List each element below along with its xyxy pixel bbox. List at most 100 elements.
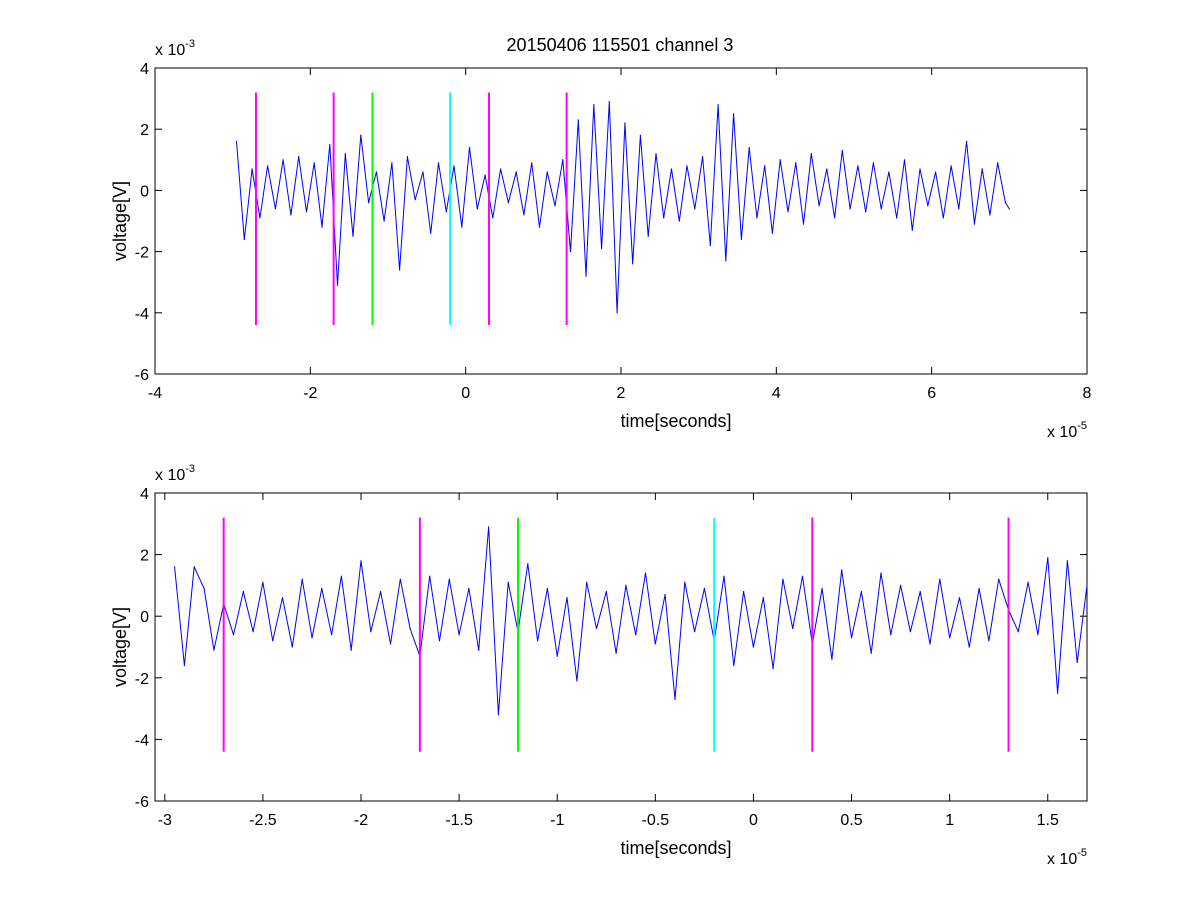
signal-point: [958, 208, 960, 210]
signal-point: [538, 226, 541, 228]
signal-point: [988, 640, 990, 642]
signal-point: [872, 162, 875, 164]
signal-point: [782, 578, 784, 580]
signal-point: [647, 235, 649, 237]
signal-point: [593, 104, 595, 106]
x-tick-label: 6: [927, 385, 936, 402]
signal-point: [488, 526, 490, 528]
signal-point: [370, 631, 372, 633]
signal-point: [546, 171, 548, 173]
signal-point: [792, 627, 794, 630]
signal-point: [919, 168, 921, 170]
signal-point: [476, 208, 478, 210]
signal-point: [336, 284, 339, 286]
signal-point: [531, 162, 533, 164]
signal-point: [939, 578, 941, 580]
x-tick-label: 4: [772, 385, 781, 402]
signal-point: [664, 594, 666, 596]
signal-point: [849, 208, 851, 210]
x-tick-label: -4: [148, 385, 162, 402]
signal-point: [752, 646, 755, 648]
signal-point: [329, 143, 331, 146]
figure-title: 20150406 115501 channel 3: [507, 35, 734, 55]
signal-point: [232, 634, 235, 636]
signal-point: [841, 150, 843, 152]
signal-point: [183, 664, 185, 667]
x-tick-label: 0: [461, 385, 470, 402]
signal-point: [500, 168, 502, 170]
x-multiplier-exponent: -5: [1077, 847, 1087, 859]
signal-point: [927, 205, 929, 207]
signal-point: [743, 591, 745, 593]
signal-point: [880, 572, 882, 574]
signal-point: [865, 211, 867, 213]
signal-point: [262, 581, 264, 583]
signal-point: [857, 165, 859, 167]
signal-point: [274, 208, 276, 210]
axes-frame: [154, 492, 1088, 802]
signal-point: [478, 649, 480, 651]
x-tick-label: 1: [945, 812, 954, 829]
signal-point: [235, 140, 238, 142]
signal-point: [282, 159, 284, 161]
signal-point: [422, 171, 424, 173]
signal-point: [644, 572, 647, 574]
y-tick-label: 4: [140, 486, 149, 503]
signal-point: [968, 646, 970, 648]
signal-point: [554, 205, 556, 207]
x-tick-label: 0: [749, 812, 758, 829]
signal-point: [733, 664, 735, 667]
signal-point: [717, 104, 719, 106]
y-tick-label: -6: [135, 794, 149, 811]
y-axis-multiplier: x 10-3: [155, 463, 195, 484]
signal-point: [1027, 581, 1029, 583]
signal-point: [772, 668, 774, 670]
signal-point: [174, 566, 176, 568]
signal-point: [890, 634, 892, 636]
x-tick-label: -2.5: [249, 812, 277, 829]
y-multiplier-base: x 10: [155, 42, 185, 59]
signal-point: [850, 637, 853, 639]
signal-point: [492, 217, 494, 219]
signal-point: [826, 168, 828, 170]
signal-point: [566, 597, 568, 599]
signal-point: [1066, 560, 1068, 562]
signal-point: [684, 581, 686, 583]
signal-point: [453, 165, 455, 167]
signal-point: [321, 587, 323, 590]
signal-point: [615, 652, 617, 654]
signal-point: [725, 260, 727, 262]
signal-point: [468, 147, 471, 149]
signal-point: [795, 162, 797, 164]
signal-point: [595, 627, 598, 630]
y-multiplier-base: x 10: [155, 467, 185, 484]
y-tick-label: 0: [140, 183, 149, 200]
signal-point: [762, 597, 764, 599]
x-multiplier-base: x 10: [1047, 851, 1077, 868]
signal-point: [1057, 692, 1059, 694]
signal-point: [569, 251, 572, 253]
signal-point: [958, 597, 961, 599]
signal-point: [242, 591, 244, 593]
signal-point: [350, 649, 352, 651]
signal-point: [997, 162, 999, 164]
signal-point: [740, 238, 743, 240]
x-tick-label: 0.5: [840, 812, 862, 829]
signal-point: [703, 587, 706, 590]
signal-point: [966, 140, 968, 142]
signal-point: [562, 159, 564, 161]
y-tick-label: -2: [135, 671, 149, 688]
y-tick-label: 0: [140, 609, 149, 626]
signal-series-line: [236, 101, 1010, 314]
signal-point: [301, 578, 303, 580]
signal-point: [243, 238, 245, 240]
signal-point: [527, 563, 529, 565]
signal-point: [973, 223, 976, 225]
signal-point: [694, 631, 696, 633]
signal-point: [360, 560, 362, 562]
signal-point: [911, 229, 913, 231]
signal-point: [380, 591, 382, 593]
y-axis-label: voltage[V]: [110, 607, 130, 687]
signal-point: [576, 680, 578, 682]
